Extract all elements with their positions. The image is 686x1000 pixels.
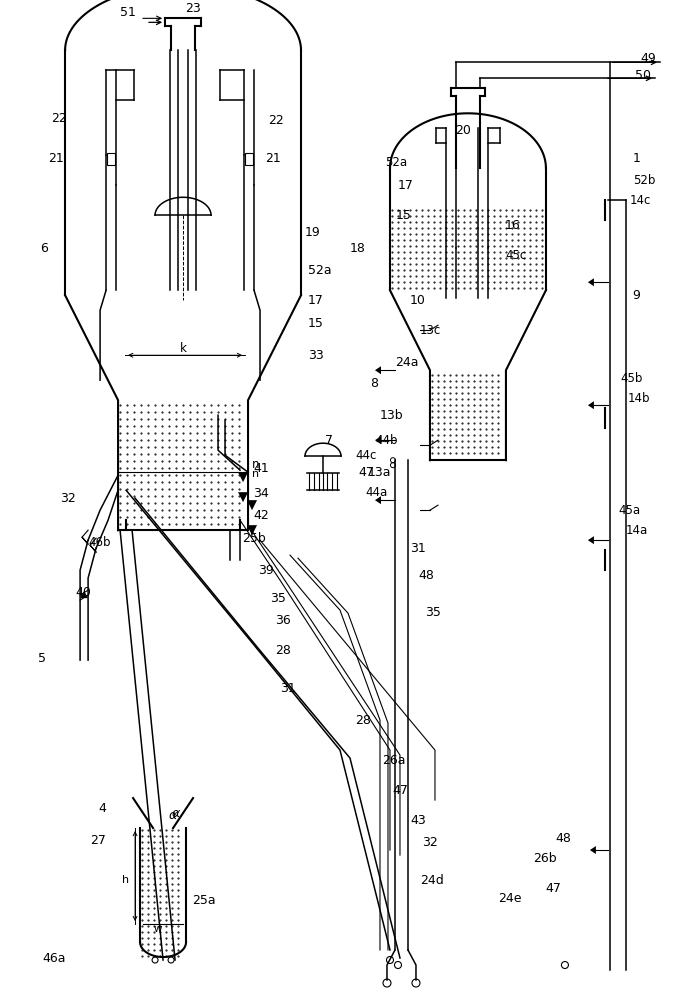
Text: 47: 47 — [358, 466, 374, 479]
Polygon shape — [588, 401, 594, 409]
Polygon shape — [588, 278, 594, 286]
Text: $\alpha$: $\alpha$ — [168, 809, 178, 822]
Polygon shape — [375, 436, 381, 444]
Text: 10: 10 — [410, 294, 426, 307]
Text: 15: 15 — [396, 209, 412, 222]
Text: 1: 1 — [633, 152, 641, 165]
Text: 31: 31 — [410, 542, 426, 555]
Text: 24d: 24d — [420, 874, 444, 887]
Text: 35: 35 — [270, 592, 286, 605]
Text: 40: 40 — [75, 586, 91, 599]
Text: 52b: 52b — [633, 174, 655, 187]
Polygon shape — [375, 366, 381, 374]
Text: 6: 6 — [40, 242, 48, 255]
Text: 14a: 14a — [626, 524, 648, 537]
Text: 19: 19 — [305, 226, 321, 239]
Text: 35: 35 — [425, 606, 441, 619]
Text: 21: 21 — [48, 152, 64, 165]
Text: 17: 17 — [398, 179, 414, 192]
Polygon shape — [375, 496, 381, 504]
Polygon shape — [588, 536, 594, 544]
Text: 45b: 45b — [620, 372, 642, 385]
Text: 48: 48 — [418, 569, 434, 582]
Text: 31: 31 — [280, 682, 296, 695]
Text: 14c: 14c — [630, 194, 651, 207]
Text: 26a: 26a — [382, 754, 405, 767]
Text: 24e: 24e — [498, 892, 521, 905]
Text: 5: 5 — [38, 652, 46, 665]
Text: 25b: 25b — [242, 532, 265, 545]
Text: 32: 32 — [422, 836, 438, 849]
Text: 18: 18 — [350, 242, 366, 255]
Text: 8: 8 — [370, 377, 378, 390]
Text: $\alpha$: $\alpha$ — [171, 807, 181, 820]
Text: 50: 50 — [635, 69, 651, 82]
Bar — [245, 153, 253, 165]
Text: n: n — [252, 458, 259, 471]
Text: 44c: 44c — [355, 449, 377, 462]
Text: 26b: 26b — [533, 852, 556, 865]
Text: 52a: 52a — [308, 264, 331, 277]
Text: 23: 23 — [185, 2, 201, 15]
Text: 32: 32 — [60, 492, 76, 505]
Text: 41: 41 — [253, 462, 269, 475]
Text: 7: 7 — [325, 434, 333, 447]
Text: 21: 21 — [265, 152, 281, 165]
Text: 24a: 24a — [395, 356, 418, 369]
Text: 20: 20 — [455, 124, 471, 137]
Text: n: n — [252, 469, 259, 479]
Text: 13b: 13b — [380, 409, 403, 422]
Text: 28: 28 — [275, 644, 291, 657]
Text: 46b: 46b — [88, 536, 110, 549]
Text: 42: 42 — [253, 509, 269, 522]
Text: 44b: 44b — [375, 434, 397, 447]
Text: 14b: 14b — [628, 392, 650, 405]
Text: 46a: 46a — [42, 952, 66, 965]
Text: 49: 49 — [640, 52, 656, 65]
Text: 15: 15 — [308, 317, 324, 330]
Polygon shape — [590, 846, 596, 854]
Text: 51: 51 — [120, 6, 136, 19]
Polygon shape — [247, 500, 257, 510]
Text: 36: 36 — [275, 614, 291, 627]
Text: 48: 48 — [555, 832, 571, 845]
Text: 16: 16 — [505, 219, 521, 232]
Text: 9: 9 — [632, 289, 640, 302]
Text: 25a: 25a — [192, 894, 215, 907]
Bar — [107, 153, 115, 165]
Text: 13a: 13a — [368, 466, 392, 479]
Polygon shape — [80, 591, 88, 598]
Text: 45a: 45a — [618, 504, 640, 517]
Text: 33: 33 — [308, 349, 324, 362]
Text: 44a: 44a — [365, 486, 387, 499]
Text: 45c: 45c — [505, 249, 526, 262]
Text: 22: 22 — [268, 114, 284, 127]
Text: 17: 17 — [308, 294, 324, 307]
Text: h: h — [122, 875, 129, 885]
Text: w: w — [154, 924, 163, 934]
Text: 27: 27 — [90, 834, 106, 847]
Text: 28: 28 — [355, 714, 371, 727]
Text: 34: 34 — [253, 487, 269, 500]
Text: 47: 47 — [545, 882, 561, 895]
Polygon shape — [238, 492, 248, 502]
Text: 39: 39 — [258, 564, 274, 577]
Text: 4: 4 — [98, 802, 106, 815]
Text: 52a: 52a — [385, 156, 407, 169]
Polygon shape — [238, 472, 248, 482]
Text: 22: 22 — [51, 112, 67, 125]
Text: 47: 47 — [392, 784, 408, 797]
Text: 43: 43 — [410, 814, 426, 827]
Text: 13c: 13c — [420, 324, 441, 337]
Polygon shape — [247, 525, 257, 535]
Text: k: k — [180, 342, 187, 355]
